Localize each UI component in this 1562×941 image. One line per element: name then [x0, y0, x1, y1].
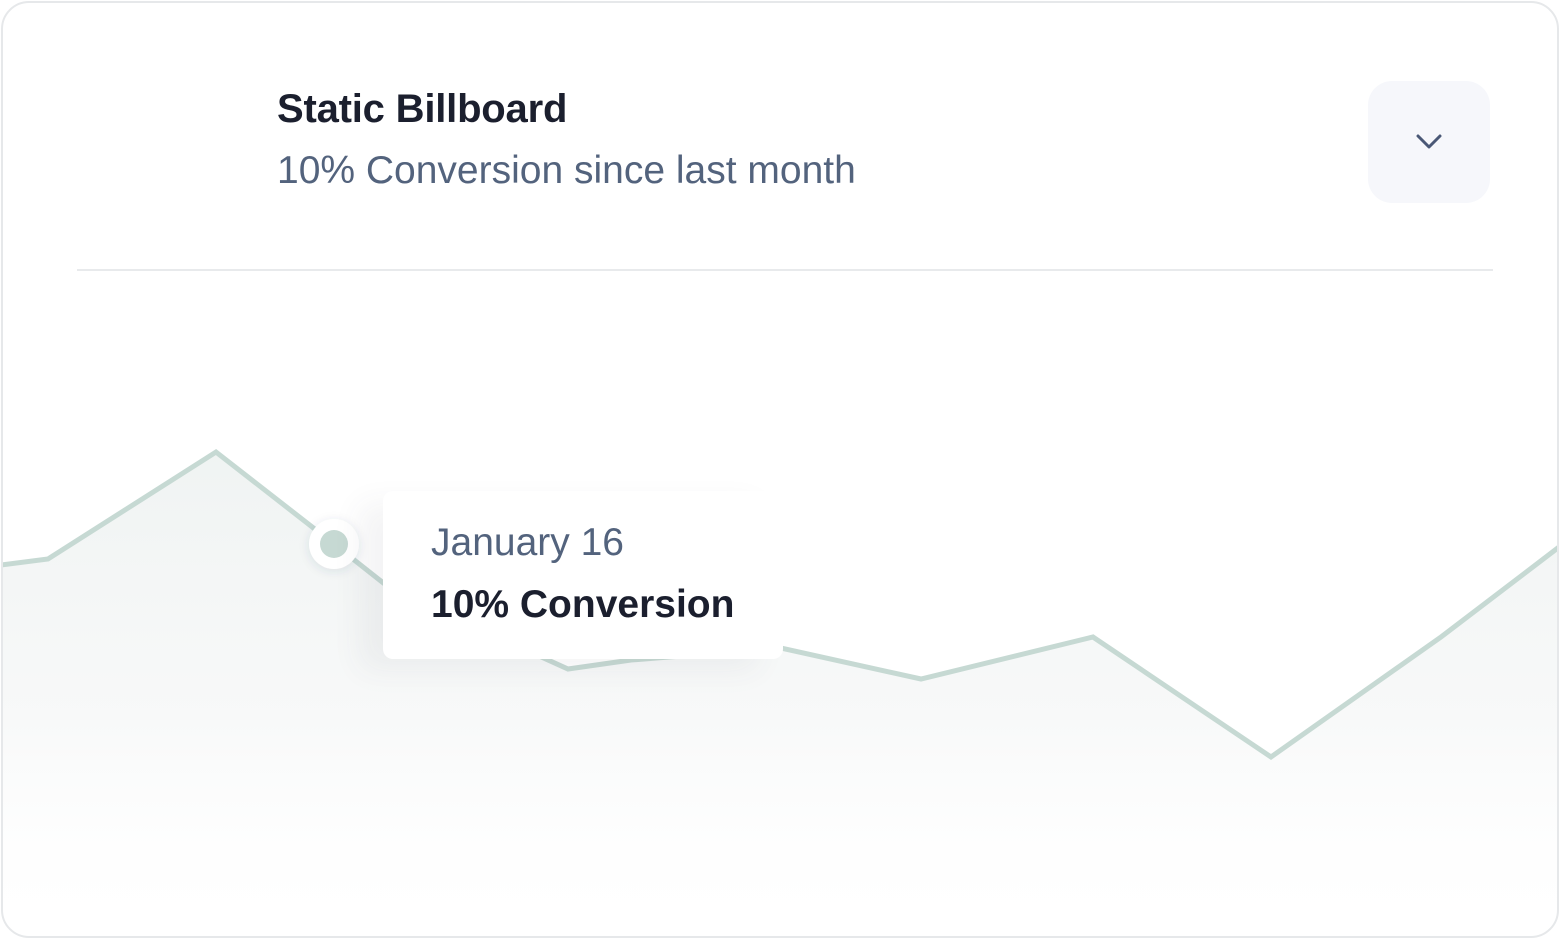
tooltip-value: 10% Conversion — [431, 583, 735, 626]
chart-area-fill — [3, 452, 1557, 936]
header-divider — [77, 269, 1493, 271]
card-title: Static Billboard — [277, 87, 568, 131]
conversion-chart — [3, 448, 1557, 936]
tooltip-date: January 16 — [431, 521, 624, 564]
chart-tooltip: January 16 10% Conversion — [383, 491, 783, 659]
card-subtitle: 10% Conversion since last month — [277, 149, 856, 192]
dropdown-button[interactable] — [1368, 81, 1490, 203]
highlighted-data-point — [309, 519, 359, 569]
chevron-down-icon — [1416, 134, 1442, 150]
chart-series-line — [3, 448, 1557, 761]
